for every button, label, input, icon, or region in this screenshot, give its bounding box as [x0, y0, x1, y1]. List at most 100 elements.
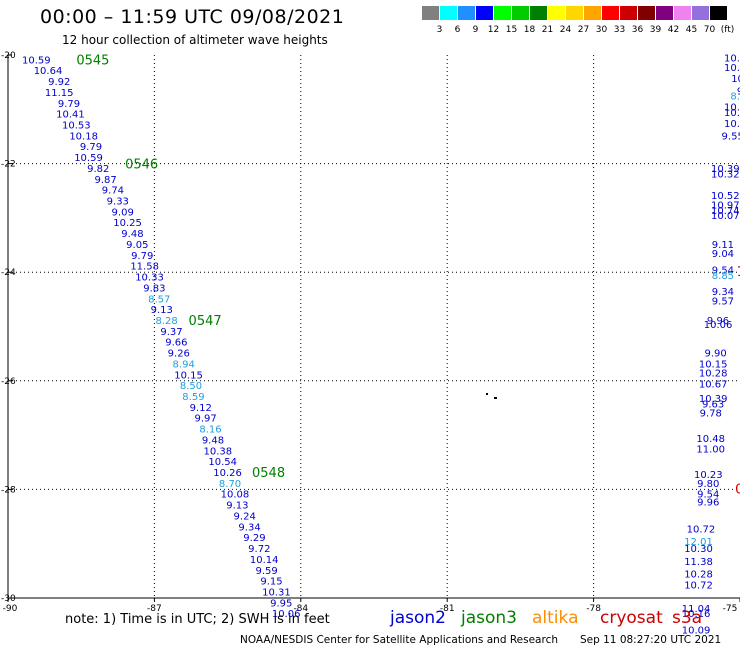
wave-height-label: 9.37: [160, 327, 182, 338]
wave-height-label: 10.07: [711, 211, 740, 222]
wave-height-label: 10.53: [62, 121, 91, 132]
wave-height-label: 10.64: [34, 66, 63, 77]
wave-height-label: 9.82: [87, 164, 109, 175]
x-tick-label: -81: [440, 604, 455, 614]
legend-label: 70: [703, 25, 716, 35]
wave-height-label: 9.15: [260, 577, 282, 588]
wave-height-label: 10.74: [711, 206, 740, 217]
legend-label: 30: [595, 25, 608, 35]
wave-height-label: 8.50: [180, 381, 202, 392]
wave-height-label: 10.5: [724, 108, 740, 119]
wave-height-label: 8.70: [219, 479, 241, 490]
wave-height-label: 8.59: [182, 392, 204, 403]
wave-height-label: 10.33: [135, 273, 164, 284]
wave-height-label: 10.39: [711, 164, 740, 175]
legend-label: 45: [685, 25, 698, 35]
wave-height-label: 9.57: [712, 296, 734, 307]
legend-label: 42: [667, 25, 680, 35]
wave-height-label: 8.: [730, 92, 740, 103]
wave-height-label: 8.85: [712, 271, 734, 282]
x-tick-label: -90: [3, 604, 18, 614]
legend-label: 18: [523, 25, 536, 35]
wave-height-label: 10.26: [213, 468, 242, 479]
legend-swatch: [530, 6, 547, 20]
wave-height-label: 9.48: [121, 229, 143, 240]
wave-height-label: 10.28: [684, 570, 713, 581]
wave-height-label: 9.24: [234, 511, 256, 522]
wave-height-label: 8.28: [155, 316, 177, 327]
wave-height-label: 11.38: [684, 557, 713, 568]
legend-swatch: [674, 6, 691, 20]
legend-swatch: [458, 6, 475, 20]
wave-height-label: 9.55: [722, 131, 740, 142]
legend-swatch: [638, 6, 655, 20]
wave-height-label: 8.57: [148, 294, 170, 305]
legend-label: 9: [472, 25, 479, 35]
wave-height-label: 9.78: [700, 408, 722, 419]
y-tick-label: -22: [1, 160, 16, 170]
wave-height-label: 10.67: [699, 380, 728, 391]
wave-height-label: 10.41: [56, 110, 85, 121]
wave-height-label: 9.96: [707, 316, 729, 327]
wave-height-label: 9.34: [712, 287, 734, 298]
wave-height-label: 10.48: [696, 434, 725, 445]
x-tick-label: -84: [293, 604, 308, 614]
satellite-label-jason3: jason3: [461, 608, 517, 628]
wave-height-label: 10.72: [684, 580, 713, 591]
wave-height-label: 10.9: [724, 63, 740, 74]
wave-height-label: 9.12: [190, 403, 212, 414]
wave-height-label: 10.08: [221, 490, 250, 501]
wave-height-label: 9.54: [712, 265, 734, 276]
x-tick-label: -78: [586, 604, 601, 614]
y-tick-label: -24: [1, 268, 16, 278]
legend-label: 15: [505, 25, 518, 35]
wave-height-label: 9.11: [712, 240, 734, 251]
wave-height-label: 9.97: [195, 414, 217, 425]
wave-height-label: 10.59: [74, 153, 103, 164]
wave-height-label: 9.92: [48, 77, 70, 88]
wave-height-label: 10: [731, 74, 740, 85]
y-tick-label: -20: [1, 51, 16, 61]
wave-height-label: 9.90: [704, 349, 726, 360]
wave-height-label: 10.5: [724, 103, 740, 114]
wave-height-label: 10.23: [694, 470, 723, 481]
wave-height-label: 10.38: [204, 446, 233, 457]
footer-credit: NOAA/NESDIS Center for Satellite Applica…: [240, 634, 558, 646]
y-tick-label: -30: [1, 594, 16, 604]
legend-swatch: [440, 6, 457, 20]
wave-height-label: 10.32: [711, 169, 740, 180]
time-marker-label: 0545: [76, 53, 109, 68]
wave-height-label: 10.06: [272, 609, 301, 620]
wave-height-label: 9.96: [697, 497, 719, 508]
wave-height-label: 9.79: [131, 251, 153, 262]
wave-height-label: 10.15: [174, 370, 203, 381]
legend-label: 39: [649, 25, 662, 35]
x-tick-label: -75: [723, 604, 738, 614]
wave-height-label: 11.15: [45, 88, 74, 99]
wave-height-label: 9.80: [697, 479, 719, 490]
wave-height-label: 10.16: [682, 609, 711, 620]
wave-height-label: 10.18: [69, 131, 98, 142]
wave-height-label: 9.34: [238, 522, 260, 533]
wave-height-label: 10.15: [699, 359, 728, 370]
legend-label: 6: [454, 25, 461, 35]
legend-swatch: [602, 6, 619, 20]
wave-height-label: 8.16: [199, 425, 221, 436]
wave-height-label: 8.94: [173, 359, 195, 370]
wave-height-label: 12.01: [684, 537, 713, 548]
footer-timestamp: Sep 11 08:27:20 UTC 2021: [580, 634, 722, 646]
wave-height-label: 10.59: [22, 55, 51, 66]
wave-height-label: 10.14: [250, 555, 279, 566]
legend-swatch: [494, 6, 511, 20]
satellite-label-jason2: jason2: [390, 608, 446, 628]
island-speck: [494, 397, 497, 399]
wave-height-label: 9.83: [143, 283, 165, 294]
wave-height-label: 9.74: [102, 186, 124, 197]
wave-height-label: 10.39: [699, 394, 728, 405]
legend-swatch: [710, 6, 727, 20]
wave-height-label: 10.30: [684, 544, 713, 555]
wave-height-label: 9.66: [165, 338, 187, 349]
wave-height-label: 9.95: [270, 598, 292, 609]
wave-height-label: 10.52: [711, 191, 740, 202]
